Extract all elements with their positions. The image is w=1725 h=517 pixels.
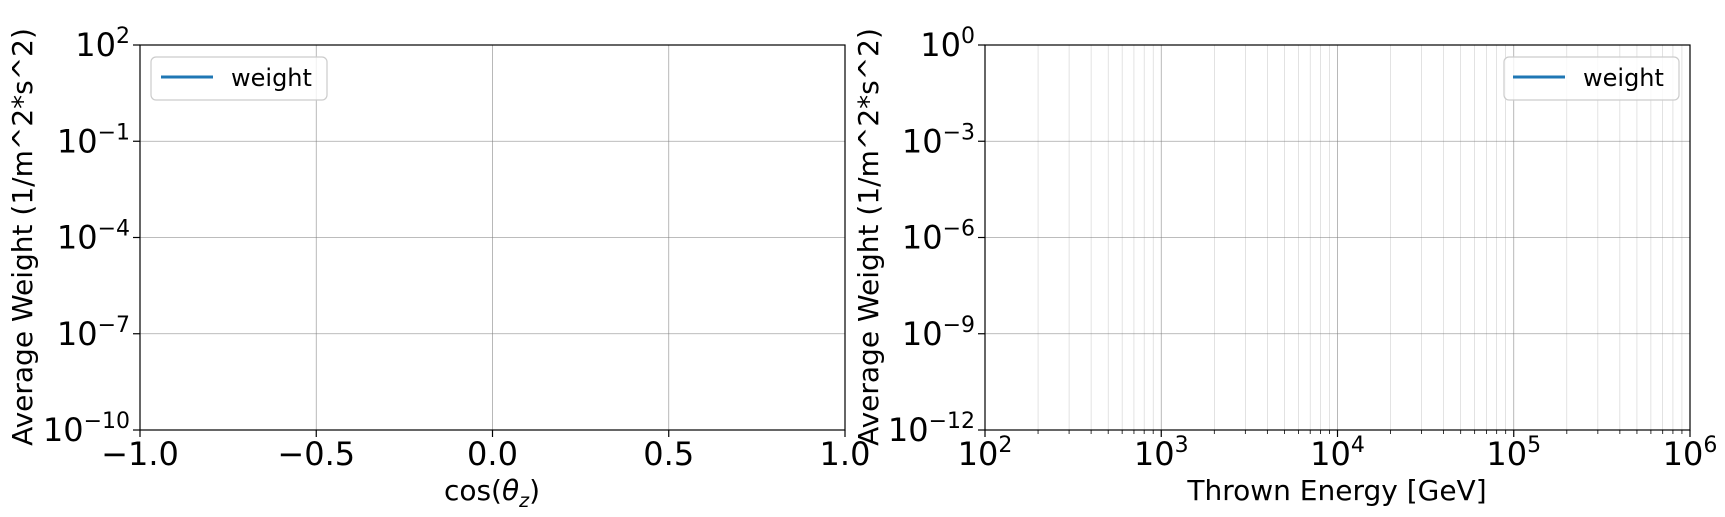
y-tick-label: 100 <box>920 24 975 64</box>
right-legend-box <box>1503 56 1680 101</box>
x-tick-label: −1.0 <box>101 435 179 473</box>
left-legend: weight <box>150 56 328 101</box>
y-tick-label: 10−12 <box>888 409 975 449</box>
left-legend-label: weight <box>231 64 312 92</box>
x-tick-label: 104 <box>1310 433 1365 473</box>
right-chart-panel: 102 103 104 105 106 10−12 10−9 10−6 10−3 100 Thr… <box>852 24 1717 507</box>
y-tick-label: 102 <box>75 24 130 64</box>
x-tick-label: 105 <box>1486 433 1541 473</box>
y-tick-label: 10−10 <box>43 409 130 449</box>
x-tick-label: −0.5 <box>277 435 355 473</box>
y-tick-label: 10−6 <box>902 217 975 257</box>
left-legend-box <box>150 56 328 101</box>
x-tick-label: 1.0 <box>820 435 871 473</box>
y-tick-label: 10−7 <box>57 313 130 353</box>
x-tick-label: 106 <box>1663 433 1718 473</box>
x-tick-label: 0.5 <box>643 435 694 473</box>
left-x-axis-label: cos(θz) <box>444 474 540 512</box>
right-y-tick-labels: 10−12 10−9 10−6 10−3 100 <box>888 24 985 449</box>
right-x-axis-label: Thrown Energy [GeV] <box>1186 474 1486 507</box>
left-x-tick-labels: −1.0 −0.5 0.0 0.5 1.0 <box>101 430 870 473</box>
left-y-tick-labels: 10−10 10−7 10−4 10−1 102 <box>43 24 140 449</box>
left-chart-panel: −1.0 −0.5 0.0 0.5 1.0 10−10 10−7 10−4 10−1 102 c… <box>6 24 870 512</box>
x-tick-label: 102 <box>958 433 1013 473</box>
x-tick-label: 103 <box>1134 433 1189 473</box>
right-legend: weight <box>1503 56 1680 101</box>
x-tick-label: 0.0 <box>467 435 518 473</box>
y-tick-label: 10−4 <box>57 217 130 257</box>
y-tick-label: 10−9 <box>902 313 975 353</box>
y-tick-label: 10−1 <box>57 120 130 160</box>
right-legend-label: weight <box>1583 64 1664 92</box>
y-tick-label: 10−3 <box>902 120 975 160</box>
left-y-axis-label: Average Weight (1/m^2*s^2) <box>6 28 39 446</box>
right-y-axis-label: Average Weight (1/m^2*s^2) <box>852 28 885 446</box>
right-x-tick-labels: 102 103 104 105 106 <box>958 430 1718 473</box>
